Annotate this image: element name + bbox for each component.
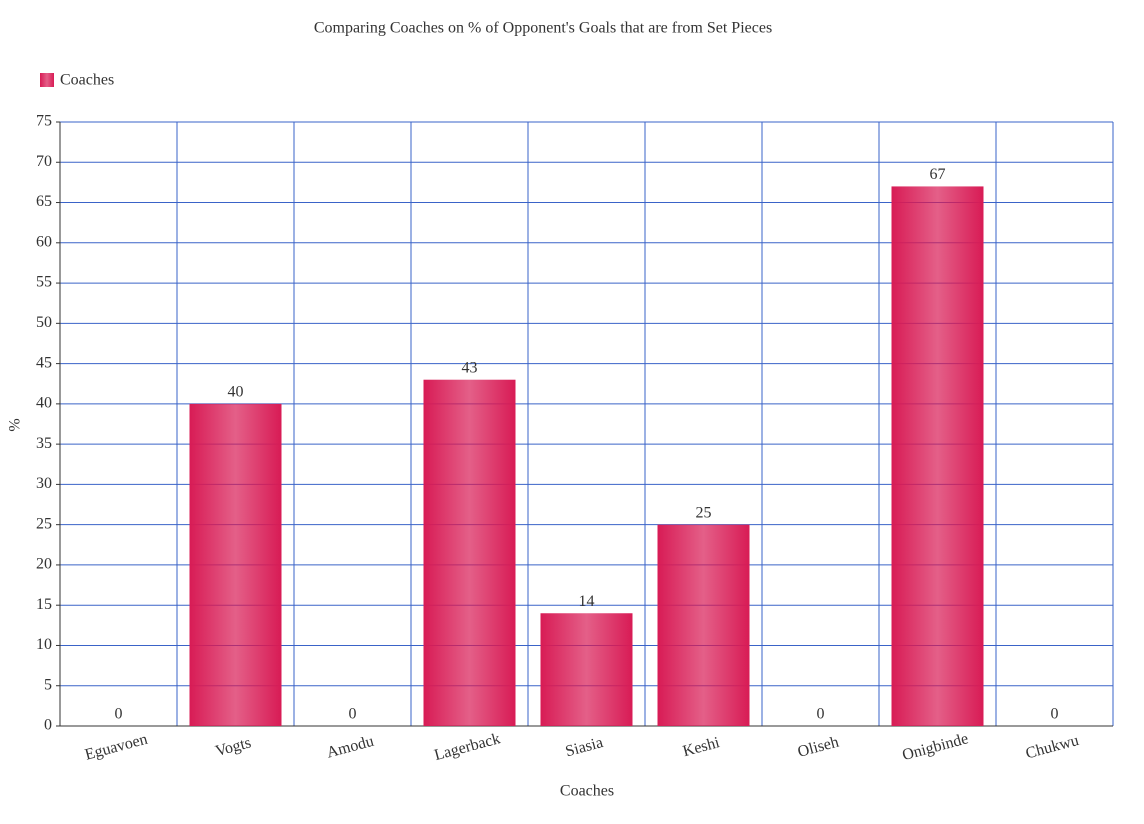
bar bbox=[540, 613, 633, 726]
y-tick-label: 75 bbox=[36, 113, 52, 130]
x-axis-title: Coaches bbox=[560, 783, 614, 800]
data-label: 0 bbox=[115, 706, 123, 723]
data-label: 0 bbox=[817, 706, 825, 723]
x-tick-label: Eguavoen bbox=[83, 731, 149, 764]
data-label: 67 bbox=[930, 166, 946, 183]
x-tick-label: Lagerback bbox=[432, 730, 502, 764]
bar bbox=[891, 186, 984, 727]
data-label: 40 bbox=[228, 384, 244, 401]
data-label: 14 bbox=[579, 593, 595, 610]
y-tick-label: 25 bbox=[36, 515, 52, 532]
y-tick-label: 70 bbox=[36, 153, 52, 170]
x-tick-label: Vogts bbox=[214, 734, 253, 760]
y-tick-label: 0 bbox=[44, 717, 52, 734]
y-tick-label: 15 bbox=[36, 596, 52, 613]
data-label: 0 bbox=[1051, 706, 1059, 723]
bar bbox=[189, 403, 282, 726]
y-tick-label: 20 bbox=[36, 556, 52, 573]
x-tick-label: Chukwu bbox=[1024, 732, 1081, 762]
y-axis-title: % bbox=[7, 418, 24, 431]
y-tick-label: 65 bbox=[36, 193, 52, 210]
y-tick-label: 5 bbox=[44, 676, 52, 693]
chart-title: Comparing Coaches on % of Opponent's Goa… bbox=[314, 20, 772, 37]
x-tick-label: Onigbinde bbox=[900, 730, 970, 764]
y-tick-label: 35 bbox=[36, 435, 52, 452]
x-tick-label: Siasia bbox=[564, 734, 605, 760]
y-tick-label: 40 bbox=[36, 395, 52, 412]
y-tick-label: 10 bbox=[36, 636, 52, 653]
y-tick-label: 60 bbox=[36, 233, 52, 250]
y-tick-label: 30 bbox=[36, 475, 52, 492]
y-tick-label: 55 bbox=[36, 274, 52, 291]
legend-swatch bbox=[40, 73, 54, 87]
x-tick-label: Oliseh bbox=[796, 734, 841, 761]
data-label: 0 bbox=[349, 706, 357, 723]
y-tick-label: 50 bbox=[36, 314, 52, 331]
data-label: 43 bbox=[462, 359, 478, 376]
legend-label: Coaches bbox=[60, 72, 114, 89]
y-tick-label: 45 bbox=[36, 354, 52, 371]
x-tick-label: Amodu bbox=[325, 733, 376, 762]
bar bbox=[657, 524, 750, 726]
data-label: 25 bbox=[696, 504, 712, 521]
x-tick-label: Keshi bbox=[681, 734, 722, 760]
bar bbox=[423, 379, 516, 726]
